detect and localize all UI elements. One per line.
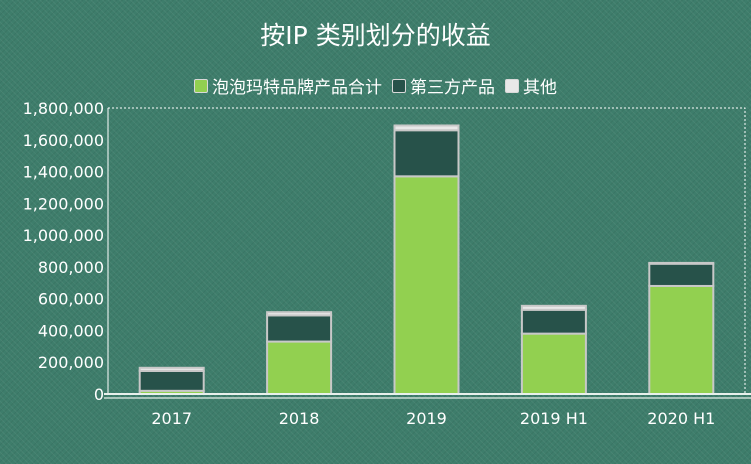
y-tick-label: 1,800,000	[23, 99, 104, 118]
bar-segment	[393, 124, 460, 132]
x-tick-label: 2017	[151, 409, 192, 428]
x-tick-label: 2019	[406, 409, 447, 428]
legend-label-third-party: 第三方产品	[410, 78, 495, 98]
bar-segment	[138, 369, 205, 392]
y-tick-label: 1,400,000	[23, 163, 104, 182]
chart-title: 按IP 类别划分的收益	[260, 21, 491, 50]
bar-segment	[266, 340, 333, 396]
legend-item-third-party: 第三方产品	[392, 73, 495, 98]
bar-segment	[266, 311, 333, 317]
legend-label-other: 其他	[523, 78, 557, 98]
y-tick-label: 1,600,000	[23, 131, 104, 150]
legend-item-brand: 泡泡玛特品牌产品合计	[194, 73, 382, 98]
y-tick-label: 200,000	[38, 353, 104, 372]
y-tick-label: 0	[94, 385, 104, 404]
bar-segment	[648, 261, 715, 265]
plot-border	[108, 107, 746, 394]
y-tick-label: 1,000,000	[23, 226, 104, 245]
legend: 泡泡玛特品牌产品合计 第三方产品 其他	[0, 73, 751, 98]
bar-segment	[393, 129, 460, 178]
legend-swatch-third-party	[392, 78, 406, 93]
legend-swatch-brand	[194, 78, 208, 93]
y-tick-label: 1,200,000	[23, 194, 104, 213]
bar-segment	[266, 314, 333, 343]
legend-label-brand: 泡泡玛特品牌产品合计	[212, 78, 382, 98]
x-tick-label: 2018	[279, 409, 320, 428]
bar-segment	[393, 175, 460, 395]
bar-segment	[648, 284, 715, 396]
x-tick-label: 2020 H1	[647, 409, 715, 428]
bar-segment	[520, 332, 587, 395]
y-tick-label: 400,000	[38, 321, 104, 340]
y-tick-label: 600,000	[38, 290, 104, 309]
bar-segment	[138, 366, 205, 372]
bar-segment	[648, 262, 715, 287]
bar-segment	[520, 308, 587, 335]
x-tick-label: 2019 H1	[520, 409, 588, 428]
legend-swatch-other	[505, 78, 519, 93]
y-tick-label: 800,000	[38, 258, 104, 277]
legend-item-other: 其他	[505, 73, 557, 98]
bar-segment	[520, 304, 587, 311]
